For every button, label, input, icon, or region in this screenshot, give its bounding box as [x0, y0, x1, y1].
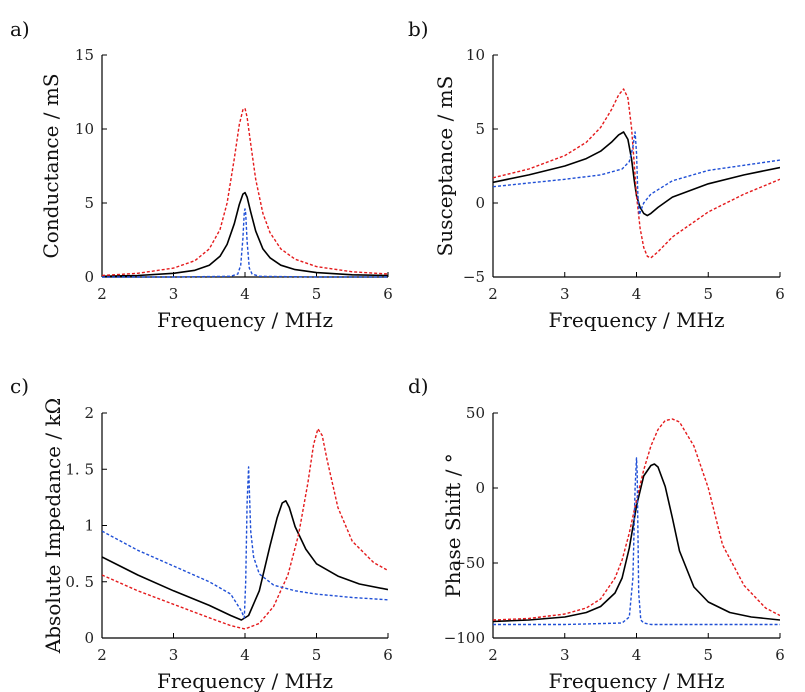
series-line-black-b — [493, 131, 780, 217]
x-tick-label-b: 6 — [775, 285, 785, 303]
panel-label-c: c) — [10, 374, 29, 398]
y-tick-label-b: 5 — [475, 120, 485, 138]
panel-label-d: d) — [408, 374, 429, 398]
x-tick-label-b: 2 — [488, 285, 498, 303]
y-axis-label-a: Conductance / mS — [39, 73, 63, 258]
x-tick-label-d: 2 — [488, 646, 498, 664]
y-tick-label-c: 0. 5 — [65, 573, 94, 591]
y-tick-label-a: 10 — [75, 120, 94, 138]
x-tick-label-c: 6 — [383, 646, 393, 664]
x-tick-label-c: 5 — [312, 646, 322, 664]
x-tick-label-c: 3 — [169, 646, 179, 664]
x-tick-label-d: 4 — [632, 646, 642, 664]
series-line-black-c — [102, 499, 388, 621]
x-axis-label-a: Frequency / MHz — [157, 308, 333, 332]
y-tick-label-c: 2 — [84, 404, 94, 422]
chart-panel-d: 2 3 4 5 6 −100 −50 0 50 Frequency / MHz Phase Shif… — [408, 374, 785, 692]
series-line-red-b — [493, 88, 780, 259]
y-tick-label-a: 15 — [75, 46, 94, 64]
x-axis-label-b: Frequency / MHz — [548, 308, 724, 332]
x-tick-label-a: 3 — [169, 285, 179, 303]
chart-panel-a: 2 3 4 5 6 0 5 10 15 Frequency / MHz Conductance / … — [10, 17, 393, 332]
x-tick-label-a: 4 — [240, 285, 250, 303]
y-tick-label-d: 0 — [475, 479, 485, 497]
x-tick-label-b: 5 — [703, 285, 713, 303]
x-axis-label-d: Frequency / MHz — [548, 669, 724, 692]
x-tick-label-c: 4 — [240, 646, 250, 664]
series-line-red-d — [493, 418, 780, 621]
series-line-blue-a — [102, 208, 388, 278]
x-tick-label-d: 3 — [560, 646, 570, 664]
y-tick-label-c: 1 — [84, 517, 94, 535]
x-tick-label-a: 5 — [312, 285, 322, 303]
x-tick-label-a: 6 — [383, 285, 393, 303]
panel-label-a: a) — [10, 17, 30, 41]
x-tick-label-c: 2 — [97, 646, 107, 664]
y-tick-label-b: 10 — [466, 46, 485, 64]
y-tick-label-c: 0 — [84, 629, 94, 647]
y-tick-label-a: 5 — [84, 194, 94, 212]
x-tick-label-a: 2 — [97, 285, 107, 303]
y-tick-label-a: 0 — [84, 268, 94, 286]
x-axis-label-c: Frequency / MHz — [157, 669, 333, 692]
y-axis-label-b: Susceptance / mS — [433, 76, 457, 257]
series-line-blue-b — [493, 131, 780, 216]
x-tick-label-d: 6 — [775, 646, 785, 664]
series-line-red-c — [102, 428, 388, 630]
chart-panel-c: 2 3 4 5 6 0 0. 5 1 1. 5 2 Frequency / MHz Absolute … — [10, 374, 393, 692]
y-tick-label-d: −100 — [444, 629, 485, 647]
y-tick-label-b: 0 — [475, 194, 485, 212]
panel-label-b: b) — [408, 17, 429, 41]
y-axis-label-d: Phase Shift / ° — [441, 453, 465, 598]
series-line-blue-d — [493, 457, 780, 626]
x-tick-label-b: 3 — [560, 285, 570, 303]
y-tick-label-d: −50 — [453, 554, 485, 572]
x-tick-label-b: 4 — [632, 285, 642, 303]
chart-panel-b: 2 3 4 5 6 −5 0 5 10 Frequency / MHz Susceptance / … — [408, 17, 785, 332]
x-tick-label-d: 5 — [703, 646, 713, 664]
y-tick-label-d: 50 — [466, 404, 485, 422]
series-line-red-a — [102, 107, 388, 277]
y-axis-label-c: Absolute Impedance / kΩ — [41, 398, 65, 654]
series-line-black-a — [102, 191, 388, 278]
series-line-black-d — [493, 463, 780, 623]
y-tick-label-c: 1. 5 — [65, 460, 94, 478]
series-line-blue-c — [102, 466, 388, 619]
y-tick-label-b: −5 — [463, 268, 485, 286]
